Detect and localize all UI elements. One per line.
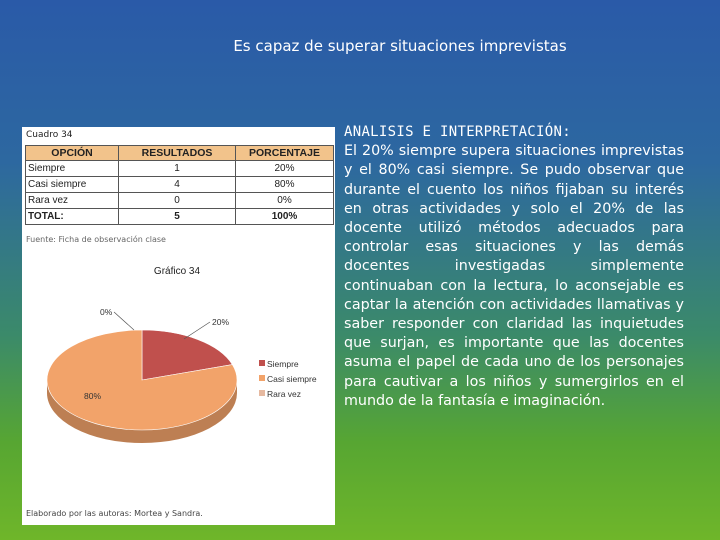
- row-result: 0: [118, 192, 236, 209]
- analysis-body: El 20% siempre supera situaciones imprev…: [344, 143, 684, 409]
- row-percent: 80%: [235, 176, 334, 193]
- header-percent: PORCENTAJE: [235, 145, 334, 161]
- data-label: 80%: [84, 391, 101, 401]
- row-result: 4: [118, 176, 236, 193]
- legend-entry: Siempre: [267, 359, 299, 369]
- total-result: 5: [118, 208, 236, 225]
- legend-entry: Rara vez: [267, 389, 301, 399]
- pie-slice: [141, 329, 233, 381]
- slide-title-text: Es capaz de superar situaciones imprevis…: [233, 37, 567, 55]
- credit-text: Elaborado por las autoras: Mortea y Sand…: [26, 509, 203, 518]
- analysis-heading: ANALISIS E INTERPRETACIÓN:: [344, 124, 571, 140]
- table-row: Rara vez 0 0%: [25, 192, 334, 209]
- total-option: TOTAL:: [25, 208, 119, 225]
- pie-slice-side: [47, 380, 237, 443]
- table-caption: Cuadro 34: [26, 130, 73, 140]
- header-option: OPCIÓN: [25, 145, 119, 161]
- pie-chart-svg: Gráfico 34 20% 80% 0% Siempre Casi siempre Rar…: [46, 266, 317, 443]
- table-row: Siempre 1 20%: [25, 160, 334, 177]
- row-percent: 0%: [235, 192, 334, 209]
- header-results: RESULTADOS: [118, 145, 236, 161]
- legend-swatch: [259, 390, 265, 396]
- table-total-row: TOTAL: 5 100%: [25, 208, 334, 225]
- legend-entry: Casi siempre: [267, 374, 317, 384]
- row-option: Casi siempre: [25, 176, 119, 193]
- slide-title: Es capaz de superar situaciones imprevis…: [0, 37, 720, 55]
- table-header-row: OPCIÓN RESULTADOS PORCENTAJE: [25, 145, 334, 161]
- results-table: OPCIÓN RESULTADOS PORCENTAJE Siempre 1 2…: [25, 145, 334, 225]
- row-option: Rara vez: [25, 192, 119, 209]
- chart-title: Gráfico 34: [154, 266, 201, 277]
- data-label-leader: [113, 311, 135, 331]
- legend-swatch: [259, 375, 265, 381]
- data-label: 20%: [212, 317, 229, 327]
- row-percent: 20%: [235, 160, 334, 177]
- data-label: 0%: [100, 307, 113, 317]
- pie-slice: [46, 329, 238, 431]
- legend-swatch: [259, 360, 265, 366]
- row-result: 1: [118, 160, 236, 177]
- pie-chart: Gráfico 34 20% 80% 0% Siempre Casi siempre Rar…: [22, 257, 335, 507]
- row-option: Siempre: [25, 160, 119, 177]
- table-row: Casi siempre 4 80%: [25, 176, 334, 193]
- total-percent: 100%: [235, 208, 334, 225]
- data-label-leader: [183, 321, 211, 340]
- data-panel: Cuadro 34 OPCIÓN RESULTADOS PORCENTAJE S…: [22, 127, 335, 525]
- analysis-block: ANALISIS E INTERPRETACIÓN: El 20% siempr…: [344, 123, 684, 411]
- table-source: Fuente: Ficha de observación clase: [26, 235, 166, 244]
